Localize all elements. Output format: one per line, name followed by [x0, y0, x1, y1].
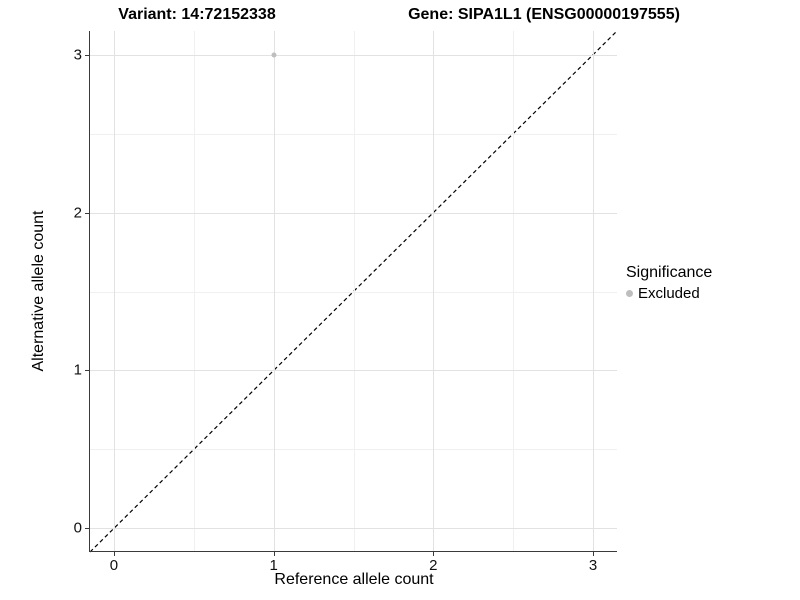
x-tick-mark: [113, 552, 115, 556]
x-tick-label: 3: [588, 557, 598, 574]
legend-key-dot: [626, 290, 633, 297]
x-axis-title: Reference allele count: [274, 571, 434, 588]
plot-title-gene: Gene: SIPA1L1 (ENSG00000197555): [408, 6, 680, 23]
y-axis-title: Alternative allele count: [30, 210, 47, 372]
x-major-gridline: [273, 31, 275, 552]
y-tick-label: 3: [73, 46, 82, 64]
identity-dashed-line: [89, 30, 618, 553]
plot-panel: [89, 30, 618, 553]
y-tick-label: 2: [73, 204, 82, 222]
y-major-gridline: [90, 370, 617, 372]
y-minor-gridline: [90, 449, 617, 451]
y-minor-gridline: [90, 291, 617, 293]
x-major-gridline: [433, 31, 435, 552]
plot-title-variant: Variant: 14:72152338: [118, 6, 276, 23]
x-tick-label: 2: [429, 557, 438, 574]
y-major-gridline: [90, 528, 617, 530]
x-tick-label: 0: [109, 557, 119, 574]
legend-item-excluded: Excluded: [626, 285, 712, 302]
x-tick-mark: [273, 552, 275, 556]
data-point: [271, 52, 277, 58]
y-tick-mark: [85, 528, 89, 530]
legend-item-label: Excluded: [638, 285, 700, 302]
legend: Significance Excluded: [626, 264, 712, 302]
y-tick-label: 0: [73, 519, 82, 537]
x-tick-mark: [433, 552, 435, 556]
x-major-gridline: [113, 31, 115, 552]
x-tick-mark: [593, 552, 595, 556]
x-tick-label: 1: [269, 557, 278, 574]
y-minor-gridline: [90, 133, 617, 135]
y-axis-line: [89, 31, 90, 552]
y-major-gridline: [90, 54, 617, 56]
legend-title: Significance: [626, 264, 713, 281]
y-tick-mark: [85, 54, 89, 56]
y-major-gridline: [90, 212, 617, 214]
y-tick-mark: [85, 212, 89, 214]
x-axis-line: [89, 551, 617, 552]
y-tick-mark: [85, 370, 89, 372]
reference-line-layer: [89, 30, 618, 553]
x-major-gridline: [593, 31, 595, 552]
y-tick-label: 1: [73, 361, 82, 379]
